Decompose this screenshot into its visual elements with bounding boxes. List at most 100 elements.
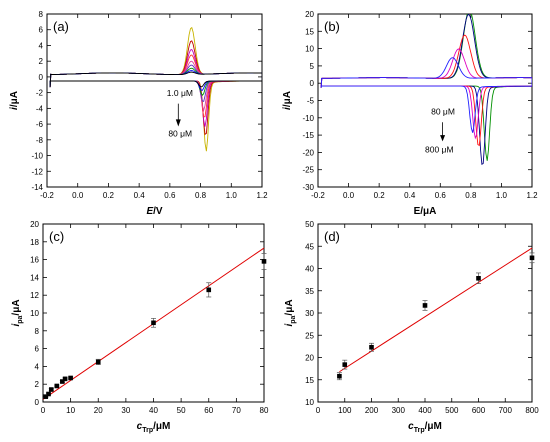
- annotation-low-conc: 80 μM: [431, 106, 455, 116]
- y-tick-label: 30: [305, 309, 314, 318]
- y-tick-label: 4: [39, 41, 44, 50]
- y-tick-label: 20: [30, 220, 39, 229]
- x-tick-label: 0.0: [343, 191, 355, 200]
- data-point: [151, 320, 156, 326]
- x-tick-label: 50: [177, 406, 186, 415]
- x-tick-label: 1.0: [226, 191, 238, 200]
- y-tick-label: 40: [305, 265, 314, 274]
- chart-panel-1: -0.2 0.0 0.2 0.4 0.6 0.8 1.0 1.2 -14 -12 -10 -8 -6 -4…: [9, 10, 268, 217]
- y-tick-label: 35: [305, 287, 314, 296]
- y-tick-label: -4: [36, 104, 44, 113]
- cv-series-line: [49, 40, 262, 136]
- panel-label: (a): [53, 19, 69, 34]
- arrow-head: [440, 135, 446, 142]
- x-tick-label: 300: [392, 406, 406, 415]
- y-tick-label: 10: [305, 45, 314, 54]
- data-point: [60, 379, 65, 384]
- x-tick-label: 0: [41, 406, 46, 415]
- x-tick-label: 0.2: [103, 191, 115, 200]
- y-tick-label: 6: [39, 26, 44, 35]
- y-tick-label: -10: [31, 152, 43, 161]
- x-tick-label: 0.6: [435, 191, 447, 200]
- y-tick-label: -8: [36, 136, 44, 145]
- data-point: [62, 376, 68, 382]
- y-tick-label: 25: [305, 331, 314, 340]
- x-tick-label: 0.4: [404, 191, 416, 200]
- y-tick-label: 10: [305, 398, 314, 407]
- y-tick-label: 50: [305, 220, 314, 229]
- y-tick-label: -2: [36, 89, 44, 98]
- plot-frame: [317, 13, 533, 188]
- cv-series-line: [49, 48, 262, 127]
- x-tick-label: 600: [472, 406, 486, 415]
- x-tick-label: 500: [445, 406, 459, 415]
- y-tick-label: -14: [31, 183, 43, 192]
- y-tick-label: 8: [35, 327, 40, 336]
- y-tick-label: -15: [302, 131, 314, 140]
- x-tick-label: 1.0: [496, 191, 508, 200]
- x-tick-label: 20: [94, 406, 103, 415]
- data-point: [342, 362, 348, 367]
- x-tick-label: 30: [121, 406, 130, 415]
- cv-series-line: [49, 64, 262, 103]
- data-point: [54, 383, 60, 389]
- cv-series-line: [320, 14, 532, 166]
- cv-series-line: [49, 54, 262, 118]
- chart-panel-2: -0.2 0.0 0.2 0.4 0.6 0.8 1.0 1.2 -30 -25 -20 -15 -10…: [282, 10, 538, 217]
- y-axis-title: i/μA: [282, 91, 293, 110]
- data-point: [422, 303, 428, 308]
- panel-label: (c): [49, 229, 64, 244]
- y-tick-label: -20: [302, 148, 314, 157]
- fit-line: [339, 247, 533, 373]
- y-tick-label: -30: [302, 183, 314, 192]
- cv-curves: [49, 26, 262, 152]
- chart-panel-3: 0 10 20 30 40 50 60 70 80 0 2 4 6 8 10 12 14 16 18 20 (c) cTr…: [11, 220, 269, 434]
- data-point: [529, 255, 535, 261]
- x-tick-label: 0.8: [195, 191, 207, 200]
- data-point: [48, 387, 54, 392]
- x-tick-label: 40: [149, 406, 158, 415]
- data-point: [261, 259, 267, 264]
- cv-curves: [320, 14, 532, 166]
- x-axis-title: E/μA: [414, 206, 437, 217]
- y-tick-label: 0: [310, 79, 315, 88]
- y-tick-label: 16: [30, 256, 39, 265]
- plot-frame: [42, 223, 265, 403]
- y-axis-title: ipa/μA: [11, 299, 24, 326]
- panel-label: (b): [324, 19, 340, 34]
- cv-series-line: [320, 57, 532, 133]
- y-tick-label: 6: [35, 345, 40, 354]
- x-tick-label: 60: [204, 406, 213, 415]
- x-axis-title: cTrp/μM: [137, 421, 171, 434]
- chart-panel-4: 0 100 200 300 400 500 600 700 800 10 15 20 25 30 35 40 4…: [284, 220, 539, 434]
- x-tick-label: 0.6: [164, 191, 176, 200]
- x-tick-label: 800: [525, 406, 539, 415]
- x-tick-label: 0.4: [134, 191, 146, 200]
- data-point: [95, 359, 101, 365]
- y-tick-label: 20: [305, 354, 314, 363]
- cv-series-line: [320, 48, 532, 140]
- x-axis-title: E/V: [146, 206, 162, 217]
- cv-series-line: [320, 34, 532, 147]
- y-tick-label: -25: [302, 166, 314, 175]
- cv-series-line: [49, 60, 262, 112]
- x-tick-label: 0.0: [72, 191, 84, 200]
- x-tick-label: 0.8: [465, 191, 477, 200]
- y-tick-label: 8: [39, 10, 44, 19]
- x-tick-label: 400: [418, 406, 432, 415]
- x-tick-label: 100: [338, 406, 352, 415]
- y-tick-label: 15: [305, 27, 314, 36]
- y-tick-label: 12: [30, 291, 39, 300]
- y-axis-title: i/μA: [9, 91, 20, 110]
- cv-series-line: [49, 71, 262, 88]
- x-tick-label: 0.2: [374, 191, 386, 200]
- arrow-head: [175, 119, 181, 127]
- y-tick-label: 45: [305, 242, 314, 251]
- annotation-high-conc: 800 μM: [425, 144, 454, 154]
- data-point: [369, 344, 374, 350]
- x-tick-label: 1.2: [256, 191, 268, 200]
- y-tick-label: -5: [307, 97, 315, 106]
- x-tick-label: -0.2: [40, 191, 54, 200]
- y-tick-label: 18: [30, 238, 39, 247]
